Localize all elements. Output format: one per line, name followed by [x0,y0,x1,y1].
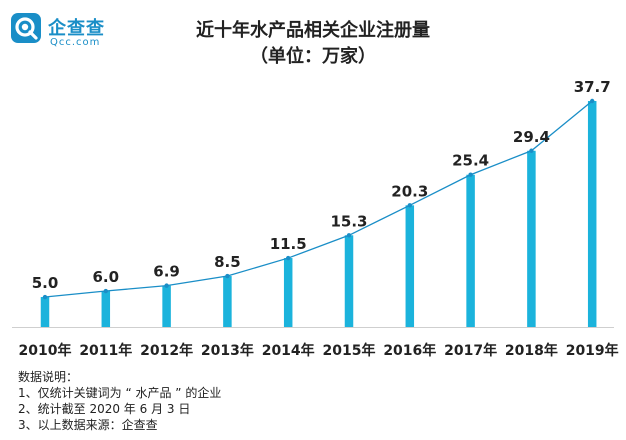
trend-point [42,294,48,300]
data-label: 5.0 [32,274,59,292]
notes-item-1: 1、仅统计关键词为 “ 水产品 ” 的企业 [18,386,222,400]
trend-point [225,273,230,279]
x-tick-label: 2017年 [444,342,497,359]
data-label: 29.4 [513,128,550,146]
bar [405,205,415,327]
data-label: 20.3 [391,182,428,200]
notes-item-2: 2、统计截至 2020 年 6 月 3 日 [18,402,191,416]
trend-point [468,172,473,177]
brand-name: 企查查 [48,18,105,39]
x-tick-label: 2013年 [201,342,254,359]
data-label: 11.5 [270,235,307,253]
trend-point [103,288,109,294]
data-label: 25.4 [452,152,489,170]
trend-point [529,148,534,153]
chart-title: 近十年水产品相关企业注册量 [196,20,430,41]
data-label: 6.0 [93,268,120,286]
qcc-logo-icon [11,13,41,43]
bar [101,291,111,327]
bar [223,276,232,327]
brand-domain: Qcc.com [50,37,101,48]
bar [344,235,354,327]
x-tick-label: 2018年 [505,342,558,359]
bar [40,297,50,327]
trend-line [44,100,593,298]
bar [283,258,293,327]
x-tick-label: 2014年 [262,342,315,359]
bar [527,150,536,327]
x-tick-label: 2012年 [140,342,193,359]
x-tick-label: 2011年 [79,342,132,359]
trend-point [164,283,169,288]
bar [587,101,597,327]
notes-item-3: 3、以上数据来源：企查查 [18,418,158,432]
x-tick-label: 2015年 [323,342,376,359]
trend-point [590,98,595,104]
data-label: 6.9 [153,263,180,281]
bar [466,174,475,327]
chart-subtitle: （单位：万家） [250,46,376,67]
trend-point [286,255,291,261]
trend-point [407,203,412,208]
data-label: 15.3 [330,212,367,230]
x-tick-label: 2010年 [19,342,72,359]
data-label: 8.5 [214,253,241,271]
notes-heading: 数据说明： [18,370,79,384]
bar [162,285,171,327]
data-notes: 数据说明： 1、仅统计关键词为 “ 水产品 ” 的企业 2、统计截至 2020 … [18,369,221,433]
x-tick-label: 2016年 [383,342,436,359]
data-label: 37.7 [574,78,611,96]
trend-point [346,233,352,238]
x-tick-label: 2019年 [566,342,619,359]
brand-logo: 企查查 Qcc.com [10,10,130,52]
